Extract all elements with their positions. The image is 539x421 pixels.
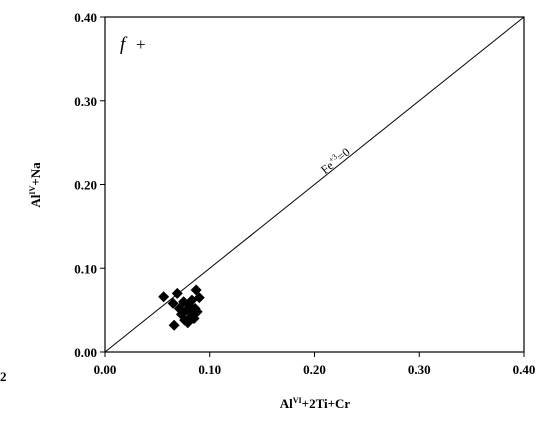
data-point-diamond (167, 297, 179, 309)
x-axis-title-rest: +2Ti+Cr (302, 396, 351, 411)
margin-fragment: 2 (0, 369, 7, 384)
data-point-diamond (168, 319, 180, 331)
x-axis-title-base: Al (280, 396, 293, 411)
reference-line-label: Fe+3=0 (317, 144, 352, 177)
x-tick-label: 0.40 (513, 362, 536, 377)
x-tick-label: 0.30 (408, 362, 431, 377)
data-point-diamond (171, 287, 183, 299)
y-tick-label: 0.20 (74, 178, 97, 193)
x-tick-label: 0.10 (198, 362, 221, 377)
y-axis-title: AlIV+Na (28, 162, 43, 208)
data-point-diamond (193, 292, 205, 304)
data-point-diamond (158, 291, 170, 303)
plot-area: 0.00 0.10 0.20 0.30 0.40 0.00 0.10 0.20 0.30 0.4… (74, 10, 535, 377)
y-tick-label: 0.00 (74, 345, 97, 360)
panel-label: f + (120, 34, 146, 55)
y-axis-title-base: Al (28, 194, 43, 207)
x-axis-title: AlVI+2Ti+Cr (280, 396, 351, 411)
panel-symbol: + (136, 35, 146, 54)
x-axis-ticks: 0.00 0.10 0.20 0.30 0.40 (94, 352, 536, 377)
data-points (158, 284, 205, 331)
y-axis-title-rest: +Na (28, 162, 43, 186)
reference-line-label-rest: =0 (334, 145, 353, 164)
y-tick-label: 0.30 (74, 94, 97, 109)
reference-line-fe3-zero (104, 16, 525, 353)
y-axis-title-sup: IV (28, 185, 37, 194)
x-tick-label: 0.20 (303, 362, 326, 377)
y-tick-label: 0.10 (74, 261, 97, 276)
x-tick-label: 0.00 (94, 362, 117, 377)
y-tick-label: 0.40 (74, 10, 97, 25)
y-axis-ticks: 0.00 0.10 0.20 0.30 0.40 (74, 10, 105, 360)
data-point-diamond (188, 313, 200, 324)
x-axis-title-sup: VI (293, 396, 302, 405)
panel-letter: f (120, 34, 128, 55)
